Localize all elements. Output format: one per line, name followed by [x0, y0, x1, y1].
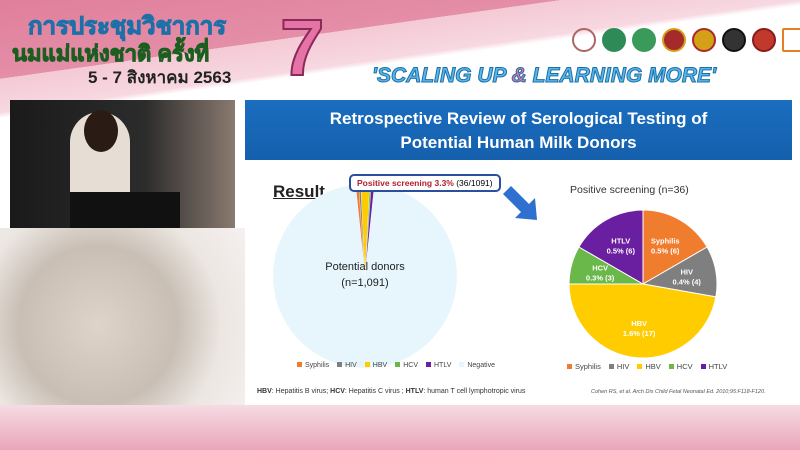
pie-slice-hbv [568, 283, 717, 359]
sponsor-logos [572, 28, 800, 52]
pie-data-label: 0.4% (4) [673, 277, 702, 286]
pie-data-label: HIV [680, 267, 693, 276]
legend-item: HBV [364, 362, 387, 369]
footnote-abbr: HCV [330, 388, 345, 395]
presentation-slide: Retrospective Review of Serological Test… [245, 100, 792, 402]
legend-swatch [395, 362, 401, 367]
legend-swatch [364, 362, 370, 367]
conference-date: 5 - 7 สิงหาคม 2563 [88, 68, 232, 87]
pie-slice-htlv [578, 209, 644, 285]
legend-item: HTLV [700, 362, 727, 371]
legend-swatch [337, 362, 343, 367]
legend-swatch [425, 362, 431, 367]
legend-item: HCV [395, 362, 418, 369]
footnote-abbr: HTLV [405, 388, 424, 395]
sponsor-logo [782, 28, 800, 52]
positive-pie-legend: Syphilis HIV HBV HCV HTLV [567, 362, 727, 371]
sponsor-logo [632, 28, 656, 52]
pie-center-count: (n=1,091) [341, 277, 388, 289]
legend-item: HCV [668, 362, 693, 371]
legend-swatch [637, 364, 643, 369]
pie-data-label: 0.5% (6) [651, 247, 680, 256]
pie-data-label: 1.6% (17) [623, 329, 656, 338]
slide-title-line1: Retrospective Review of Serological Test… [329, 109, 708, 128]
sponsor-logo [692, 28, 716, 52]
footnote-text: : Hepatitis C virus ; [344, 388, 406, 395]
footnote-text: : Hepatitis B virus; [271, 388, 331, 395]
background-child-photo [0, 228, 245, 405]
bottom-band [0, 405, 800, 450]
pie-slice-negative [272, 184, 458, 369]
conference-number: 7 [279, 2, 325, 93]
legend-item: HIV [608, 362, 629, 371]
result-heading: Result [273, 182, 325, 201]
conference-tagline: 'SCALING UP & LEARNING MORE' [372, 64, 717, 88]
arrow-icon [503, 186, 537, 220]
tagline-amp: & [511, 64, 527, 88]
sponsor-logo [752, 28, 776, 52]
footnote-text: : human T cell lymphotropic virus [423, 388, 526, 395]
donors-pie [272, 183, 458, 369]
speaker-video [10, 100, 235, 228]
legend-item: Syphilis [567, 362, 601, 371]
pie-center-label: Potential donors [325, 261, 405, 273]
sponsor-logo [602, 28, 626, 52]
conference-title-line2: นมแม่แห่งชาติ ครั้งที่ [11, 41, 210, 67]
legend-item: Negative [459, 362, 495, 369]
conference-title-line1: การประชุมวิชาการ [27, 13, 227, 41]
tagline-part: 'SCALING UP [372, 64, 512, 88]
tagline-part: LEARNING MORE' [526, 64, 717, 88]
legend-swatch [459, 362, 465, 367]
sponsor-logo [722, 28, 746, 52]
sponsor-logo [572, 28, 596, 52]
slide-title-line2: Potential Human Milk Donors [400, 133, 637, 152]
footnote: HBV: Hepatitis B virus; HCV: Hepatitis C… [257, 388, 525, 395]
legend-item: HBV [637, 362, 661, 371]
positive-screening-callout: Positive screening 3.3% (36/1091) [349, 174, 501, 192]
footnote-abbr: HBV [257, 388, 272, 395]
legend-item: Syphilis [297, 362, 329, 369]
speaker-head [84, 110, 118, 152]
donors-pie-legend: Syphilis HIV HBV HCV HTLV Negative [297, 362, 495, 369]
pie-data-label: 0.5% (6) [607, 247, 636, 256]
legend-swatch [567, 364, 572, 369]
slide-title: Retrospective Review of Serological Test… [245, 100, 792, 160]
pie-data-label: Syphilis [651, 237, 680, 246]
pie-data-label: HCV [592, 264, 608, 273]
callout-bold: Positive screening 3.3% [357, 178, 454, 188]
legend-swatch [668, 364, 674, 369]
pie-data-label: HTLV [611, 237, 630, 246]
legend-item: HTLV [425, 362, 451, 369]
citation: Cohen RS, et al. Arch Dis Child Fetal Ne… [591, 389, 766, 395]
podium [70, 192, 180, 228]
legend-swatch [608, 364, 614, 369]
pie-data-label: HBV [631, 319, 647, 328]
pie-slice-syphilis [642, 209, 708, 285]
legend-item: HIV [337, 362, 357, 369]
legend-swatch [700, 364, 706, 369]
legend-swatch [297, 362, 302, 367]
pie-data-label: 0.3% (3) [586, 274, 615, 283]
sponsor-logo [662, 28, 686, 52]
callout-count: (36/1091) [453, 178, 493, 188]
positive-pie-title: Positive screening (n=36) [570, 184, 689, 196]
